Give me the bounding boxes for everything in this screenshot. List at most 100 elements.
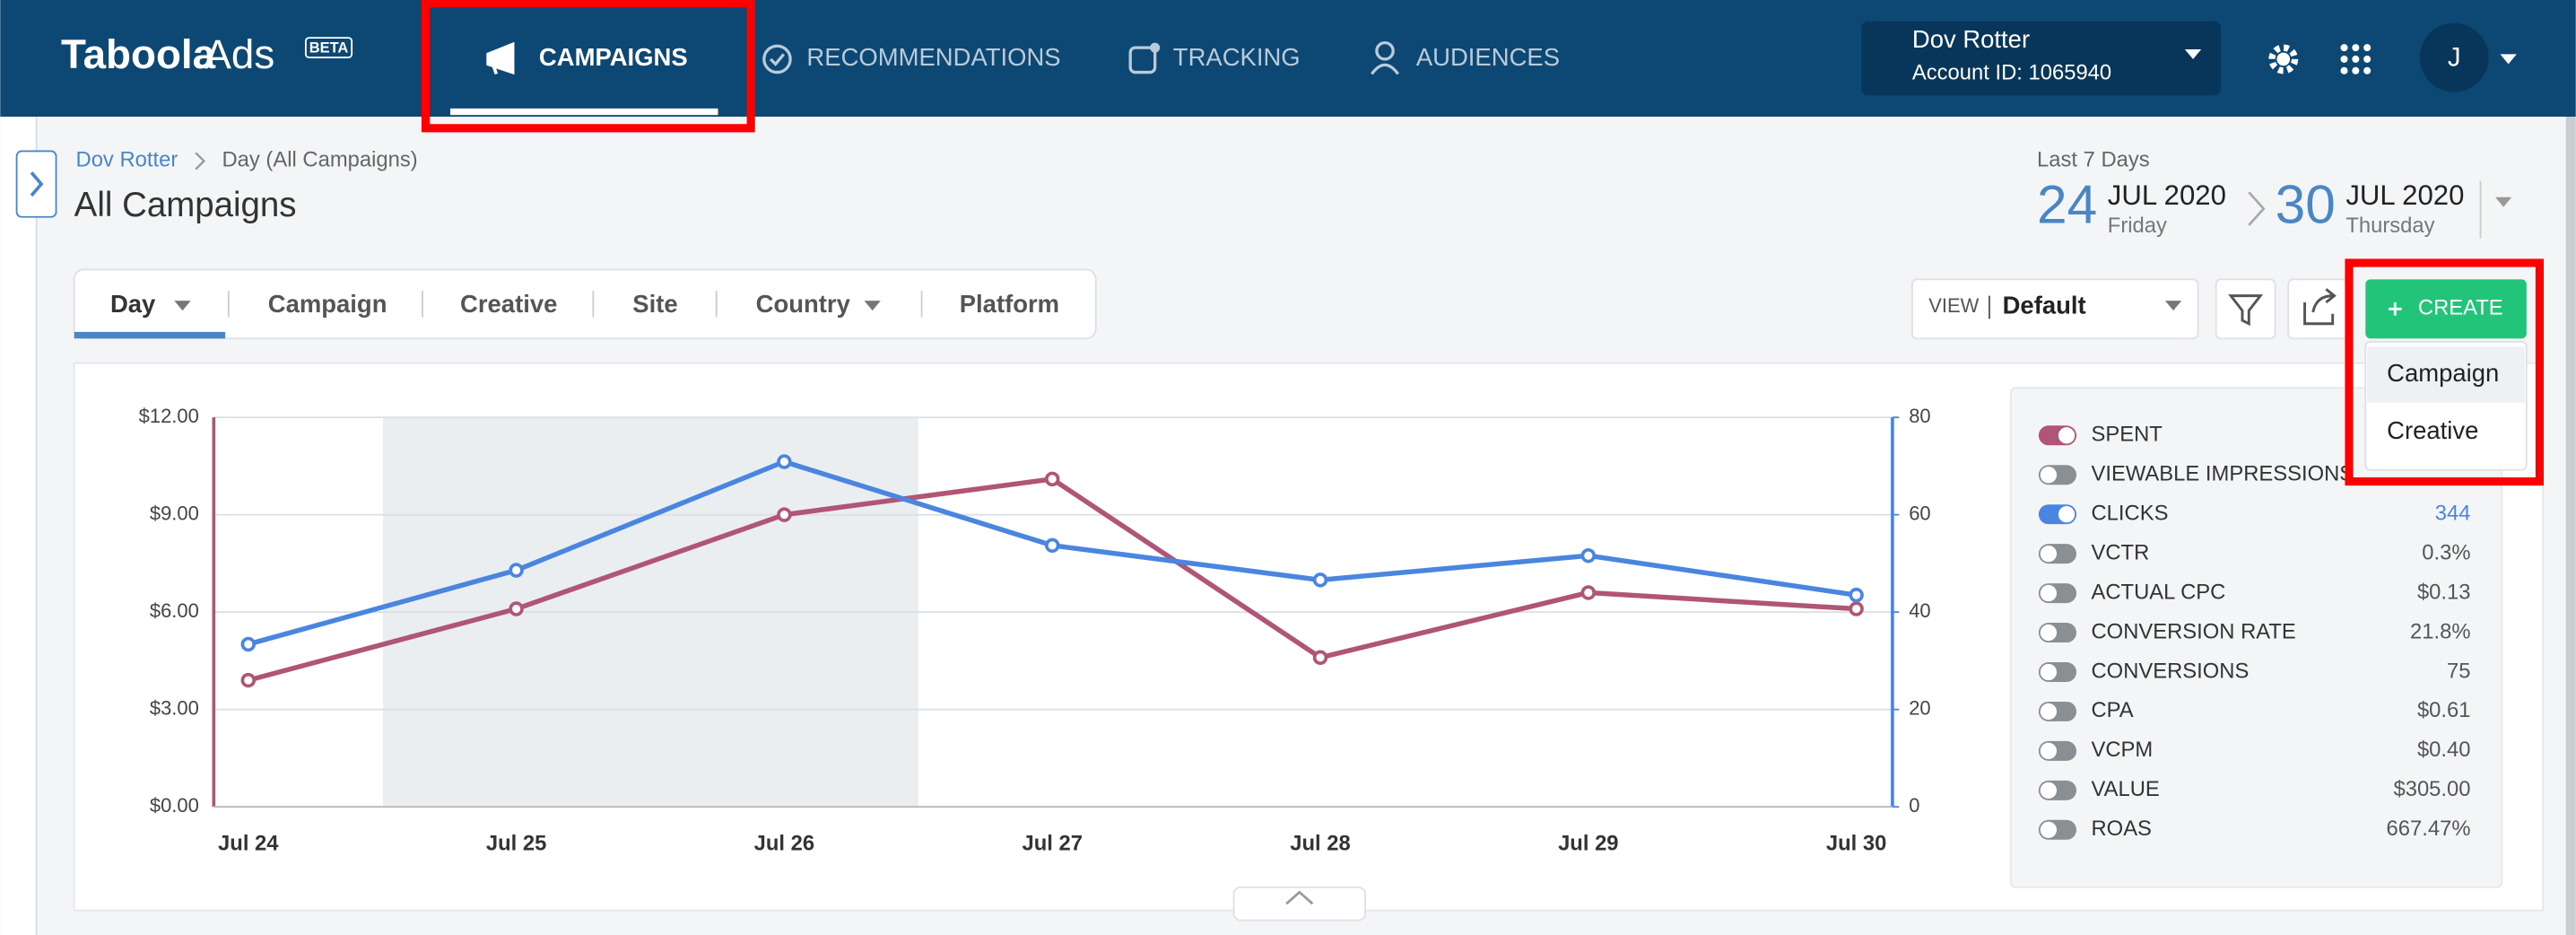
badge: BETA xyxy=(309,39,349,56)
collapse-icon xyxy=(1285,890,1314,905)
date-caret[interactable] xyxy=(2494,197,2512,207)
settings-icon[interactable] xyxy=(2268,44,2299,74)
avatar[interactable] xyxy=(2419,22,2489,92)
breadcrumb-current: Day (All Campaigns) xyxy=(222,148,417,172)
data-point xyxy=(1849,601,1864,616)
collapse-handle[interactable] xyxy=(1232,886,1366,922)
data-point xyxy=(509,601,524,616)
tracking-dot xyxy=(1150,42,1161,53)
create-option[interactable]: Creative xyxy=(2387,416,2478,444)
tab[interactable]: Campaign xyxy=(268,290,387,318)
toggle-knob xyxy=(2040,467,2058,484)
caret xyxy=(2500,54,2517,65)
data-point xyxy=(240,672,257,688)
data-point xyxy=(1580,547,1597,564)
metric-name: CONVERSIONS xyxy=(2091,659,2249,683)
caret xyxy=(2164,301,2182,311)
breadcrumb-separator xyxy=(195,152,206,170)
tracking-icon xyxy=(1128,46,1157,74)
account-selector[interactable] xyxy=(1861,21,2222,96)
view-selector[interactable] xyxy=(1910,278,2199,340)
check-icon xyxy=(762,44,792,74)
filter-button[interactable] xyxy=(2215,278,2276,340)
x-tick-label: Jul 27 xyxy=(1022,832,1082,856)
metric-name: CPA xyxy=(2091,698,2133,722)
data-point xyxy=(240,636,257,652)
y2-tick-label: 60 xyxy=(1909,502,1930,524)
tab[interactable]: Country xyxy=(756,290,851,318)
metric-name: CONVERSION RATE xyxy=(2091,619,2295,643)
create-button[interactable] xyxy=(2365,279,2527,339)
apps-icon[interactable] xyxy=(2340,44,2371,74)
metric-name: VALUE xyxy=(2091,777,2159,801)
account-name: Dov Rotter xyxy=(1912,25,2030,53)
metric-name: VCTR xyxy=(2091,540,2149,564)
metric-value: 667.47% xyxy=(2387,817,2471,841)
data-point xyxy=(1044,471,1060,487)
metric-name: ROAS xyxy=(2091,817,2151,841)
metric-name: ACTUAL CPC xyxy=(2091,580,2225,604)
x-tick-label: Jul 30 xyxy=(1826,832,1886,856)
filter-icon xyxy=(2228,294,2264,327)
end-month: JUL 2020 xyxy=(2345,179,2464,211)
page-title: All Campaigns xyxy=(74,186,297,224)
end-weekday: Thursday xyxy=(2345,214,2434,238)
toggle-knob xyxy=(2058,427,2076,444)
start-month: JUL 2020 xyxy=(2108,179,2226,211)
toggle-knob xyxy=(2040,663,2058,681)
y-tick-label: $6.00 xyxy=(150,599,199,622)
metric-name: VIEWABLE IMPRESSIONS xyxy=(2091,462,2354,486)
date-range-label: Last 7 Days xyxy=(2037,148,2150,172)
create-label: CREATE xyxy=(2418,296,2503,320)
tab[interactable]: Creative xyxy=(460,290,557,318)
tab-caret xyxy=(174,301,191,311)
data-point xyxy=(1312,572,1328,588)
breadcrumb-link[interactable]: Dov Rotter xyxy=(76,148,178,172)
toggle-knob xyxy=(2040,584,2058,602)
view-label: VIEW xyxy=(1928,294,1979,317)
nav-item[interactable]: TRACKING xyxy=(1173,43,1301,71)
tab-active-underline xyxy=(74,331,226,339)
start-day[interactable]: 24 xyxy=(2037,174,2097,235)
view-value: Default xyxy=(2003,292,2086,319)
metric-value: 21.8% xyxy=(2410,619,2470,643)
tab[interactable]: Day xyxy=(110,290,156,318)
y2-tick-label: 0 xyxy=(1909,794,1919,817)
y2-tick-label: 40 xyxy=(1909,599,1930,622)
settings-core xyxy=(2276,52,2291,66)
export-button[interactable] xyxy=(2287,278,2349,340)
nav-item[interactable]: RECOMMENDATIONS xyxy=(806,43,1060,71)
person-body xyxy=(1371,63,1400,75)
nav-item[interactable]: CAMPAIGNS xyxy=(539,43,688,71)
tab-caret xyxy=(864,301,881,311)
y-tick-label: $0.00 xyxy=(150,794,199,817)
metric-name: CLICKS xyxy=(2091,501,2168,525)
toggle-knob xyxy=(2058,506,2076,523)
x-tick-label: Jul 28 xyxy=(1290,832,1350,856)
data-point xyxy=(1044,537,1060,554)
y-tick-label: $3.00 xyxy=(150,696,199,719)
create-option[interactable]: Campaign xyxy=(2387,359,2499,387)
data-point xyxy=(1580,585,1597,600)
x-tick-label: Jul 29 xyxy=(1558,832,1618,856)
sidebar-toggle[interactable] xyxy=(15,150,57,218)
export-icon xyxy=(2303,288,2337,326)
y-tick-label: $12.00 xyxy=(139,405,199,427)
y-tick-label: $9.00 xyxy=(150,502,199,524)
logo-suffix: Ads xyxy=(204,31,274,77)
tab[interactable]: Platform xyxy=(960,290,1059,318)
end-day[interactable]: 30 xyxy=(2276,174,2336,235)
metric-value: 344 xyxy=(2435,501,2471,525)
nav-item[interactable]: AUDIENCES xyxy=(1416,43,1560,71)
option-hover xyxy=(2367,346,2525,403)
y2-tick-label: 80 xyxy=(1909,405,1930,427)
metric-value: $0.13 xyxy=(2417,580,2471,604)
data-point xyxy=(509,563,524,578)
avatar-initial: J xyxy=(2448,43,2461,73)
account-id: Account ID: 1065940 xyxy=(1912,61,2111,85)
badge-box xyxy=(304,37,353,59)
toggle-knob xyxy=(2040,703,2058,721)
logo[interactable]: Taboola xyxy=(61,31,216,77)
tab[interactable]: Site xyxy=(632,290,677,318)
